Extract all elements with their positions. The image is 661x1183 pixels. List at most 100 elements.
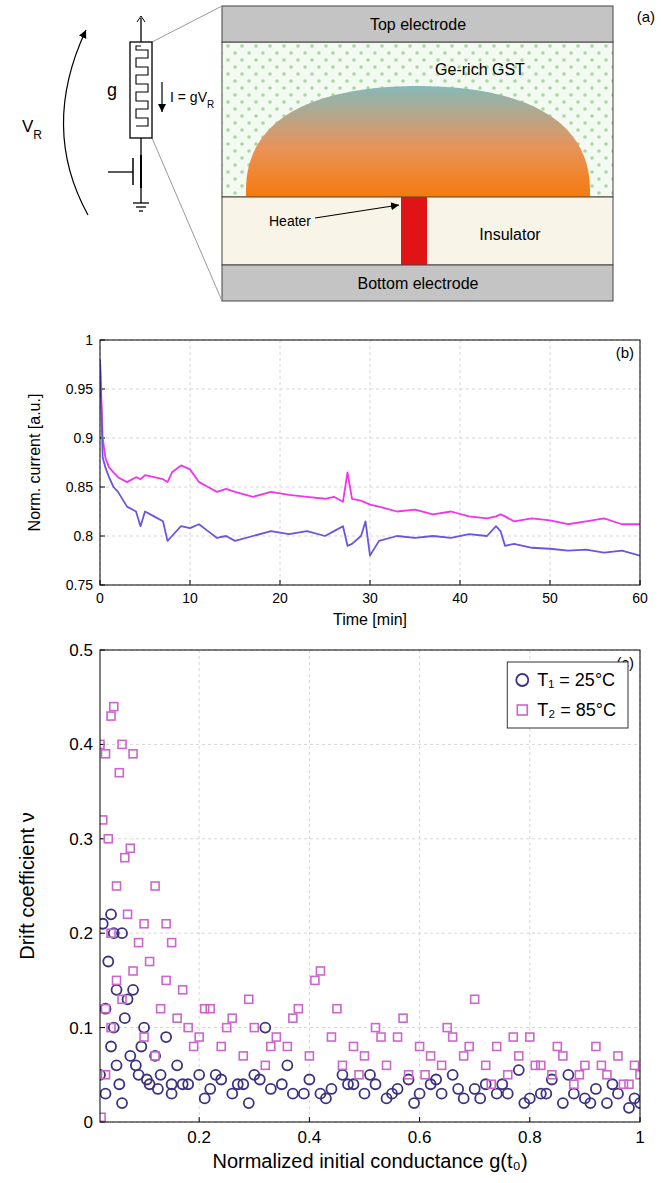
figure: Top electrodeGe-rich GSTHeaterInsulatorB… [0, 0, 661, 1183]
point [126, 844, 134, 852]
point [161, 1032, 171, 1042]
point [349, 1042, 357, 1050]
y-tick-label: 0.4 [69, 735, 93, 754]
point [112, 1060, 122, 1070]
x-tick-label: 50 [542, 590, 558, 606]
point [266, 1084, 276, 1094]
point [140, 920, 148, 928]
y-tick-label: 0.5 [69, 641, 93, 660]
tick [199, 1117, 200, 1122]
tick [190, 580, 191, 585]
point [190, 1042, 198, 1050]
point [569, 1089, 579, 1099]
point [614, 1052, 622, 1060]
point [142, 1075, 152, 1085]
point [227, 1089, 237, 1099]
panel-a: Top electrodeGe-rich GSTHeaterInsulatorB… [22, 6, 655, 301]
current-label: I = gVR [170, 89, 214, 110]
point [592, 1042, 600, 1050]
point [602, 1098, 612, 1108]
x-tick-label: 0.4 [298, 1128, 322, 1147]
point [184, 1024, 192, 1032]
point [449, 1033, 457, 1041]
point [267, 1042, 275, 1050]
point [487, 1080, 495, 1088]
y-tick-label: 1 [85, 332, 93, 348]
point [448, 1070, 458, 1080]
zoom-line [152, 6, 222, 42]
point [526, 1033, 534, 1041]
y-tick-label: 0.3 [69, 830, 93, 849]
x-tick-label: 0.8 [518, 1128, 542, 1147]
tick [460, 580, 461, 585]
point [630, 1061, 638, 1069]
point [383, 1061, 391, 1069]
ground [139, 210, 143, 211]
point [559, 1052, 567, 1060]
point [139, 1023, 149, 1033]
y-tick-label: 0.75 [66, 577, 93, 593]
gate-wire [108, 171, 133, 172]
point [531, 1061, 539, 1069]
point [504, 1071, 512, 1079]
grid-line [100, 744, 640, 745]
point [272, 1033, 280, 1041]
legend-label: T₁ = 25°C [537, 670, 615, 690]
point [113, 976, 121, 984]
point [121, 854, 129, 862]
point [172, 1060, 182, 1070]
point [519, 1098, 529, 1108]
point [150, 1051, 160, 1061]
point [371, 1079, 381, 1089]
point [100, 1113, 105, 1121]
grid-line [280, 340, 281, 585]
point [581, 1061, 589, 1069]
y-axis-title: Norm. current [a.u.] [26, 394, 43, 532]
point [114, 1079, 124, 1089]
point [178, 1079, 188, 1089]
point [201, 1005, 209, 1013]
point [509, 1033, 517, 1041]
voltage-label-main: V [22, 117, 34, 136]
point [497, 1079, 507, 1089]
point [136, 1041, 146, 1051]
point [415, 1089, 425, 1099]
point [558, 1098, 568, 1108]
point [603, 1071, 611, 1079]
panel-label: (b) [616, 344, 634, 361]
tick [550, 580, 551, 585]
point [168, 939, 176, 947]
layer-label: Bottom electrode [358, 275, 479, 292]
tick [370, 580, 371, 585]
point [372, 1024, 380, 1032]
point [129, 750, 137, 758]
point [493, 1042, 501, 1050]
current-label-main: I = gV [170, 89, 208, 105]
point [394, 1033, 402, 1041]
point [107, 1024, 115, 1032]
point [110, 703, 118, 711]
point [211, 1070, 221, 1080]
point [321, 1093, 331, 1103]
heater [401, 197, 427, 265]
point [283, 1042, 291, 1050]
point [553, 1042, 561, 1050]
x-tick-label: 0.6 [408, 1128, 432, 1147]
point [316, 967, 324, 975]
point [156, 1070, 166, 1080]
tick [280, 580, 281, 585]
point [471, 995, 479, 1003]
heater-pointer [315, 205, 399, 218]
point [206, 1005, 214, 1013]
point [597, 1061, 605, 1069]
x-tick-label: 40 [452, 590, 468, 606]
gst-layer [222, 42, 613, 197]
point [228, 1014, 236, 1022]
point [629, 1093, 639, 1103]
point [100, 740, 104, 748]
point [470, 1084, 480, 1094]
serpentine [136, 46, 148, 126]
point [162, 976, 170, 984]
grid-line [460, 340, 461, 585]
point [244, 1098, 254, 1108]
